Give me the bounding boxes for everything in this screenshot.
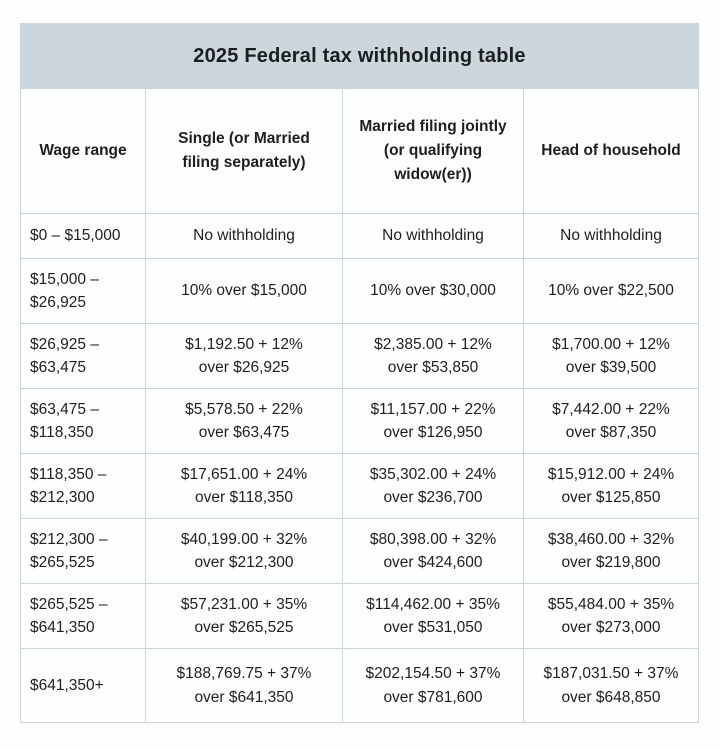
header-wage-range: Wage range	[20, 88, 146, 214]
tax-withholding-table: 2025 Federal tax withholding table Wage …	[20, 23, 699, 723]
cell-wage-range: $63,475 – $118,350	[20, 388, 146, 454]
cell-wage-range: $15,000 – $26,925	[20, 258, 146, 324]
cell-single: $57,231.00 + 35% over $265,525	[145, 583, 343, 649]
table-row: $118,350 – $212,300 $17,651.00 + 24% ove…	[20, 453, 699, 519]
cell-wage-range: $265,525 – $641,350	[20, 583, 146, 649]
cell-head-of-household: $7,442.00 + 22% over $87,350	[523, 388, 699, 454]
cell-married-jointly: $114,462.00 + 35% over $531,050	[342, 583, 524, 649]
cell-single: $188,769.75 + 37% over $641,350	[145, 648, 343, 723]
cell-married-jointly: No withholding	[342, 213, 524, 259]
cell-married-jointly: $202,154.50 + 37% over $781,600	[342, 648, 524, 723]
cell-wage-range: $26,925 – $63,475	[20, 323, 146, 389]
cell-head-of-household: $38,460.00 + 32% over $219,800	[523, 518, 699, 584]
cell-single: 10% over $15,000	[145, 258, 343, 324]
cell-married-jointly: $35,302.00 + 24% over $236,700	[342, 453, 524, 519]
table-row: $641,350+ $188,769.75 + 37% over $641,35…	[20, 648, 699, 723]
cell-head-of-household: No withholding	[523, 213, 699, 259]
cell-married-jointly: $11,157.00 + 22% over $126,950	[342, 388, 524, 454]
cell-head-of-household: $15,912.00 + 24% over $125,850	[523, 453, 699, 519]
cell-head-of-household: $55,484.00 + 35% over $273,000	[523, 583, 699, 649]
cell-head-of-household: $187,031.50 + 37% over $648,850	[523, 648, 699, 723]
cell-single: No withholding	[145, 213, 343, 259]
header-married-jointly: Married filing jointly (or qualifying wi…	[342, 88, 524, 214]
cell-single: $17,651.00 + 24% over $118,350	[145, 453, 343, 519]
table-title-row: 2025 Federal tax withholding table	[20, 23, 699, 89]
cell-head-of-household: $1,700.00 + 12% over $39,500	[523, 323, 699, 389]
cell-single: $40,199.00 + 32% over $212,300	[145, 518, 343, 584]
cell-wage-range: $118,350 – $212,300	[20, 453, 146, 519]
cell-wage-range: $641,350+	[20, 648, 146, 723]
cell-married-jointly: 10% over $30,000	[342, 258, 524, 324]
table-row: $265,525 – $641,350 $57,231.00 + 35% ove…	[20, 583, 699, 649]
table-header-row: Wage range Single (or Married filing sep…	[20, 88, 699, 214]
cell-single: $1,192.50 + 12% over $26,925	[145, 323, 343, 389]
table-row: $15,000 – $26,925 10% over $15,000 10% o…	[20, 258, 699, 324]
table-row: $63,475 – $118,350 $5,578.50 + 22% over …	[20, 388, 699, 454]
cell-wage-range: $0 – $15,000	[20, 213, 146, 259]
cell-single: $5,578.50 + 22% over $63,475	[145, 388, 343, 454]
header-head-of-household: Head of household	[523, 88, 699, 214]
header-single: Single (or Married filing separately)	[145, 88, 343, 214]
cell-married-jointly: $80,398.00 + 32% over $424,600	[342, 518, 524, 584]
table-row: $212,300 – $265,525 $40,199.00 + 32% ove…	[20, 518, 699, 584]
cell-head-of-household: 10% over $22,500	[523, 258, 699, 324]
cell-married-jointly: $2,385.00 + 12% over $53,850	[342, 323, 524, 389]
table-row: $0 – $15,000 No withholding No withholdi…	[20, 213, 699, 259]
table-row: $26,925 – $63,475 $1,192.50 + 12% over $…	[20, 323, 699, 389]
cell-wage-range: $212,300 – $265,525	[20, 518, 146, 584]
page-title: 2025 Federal tax withholding table	[20, 23, 699, 89]
